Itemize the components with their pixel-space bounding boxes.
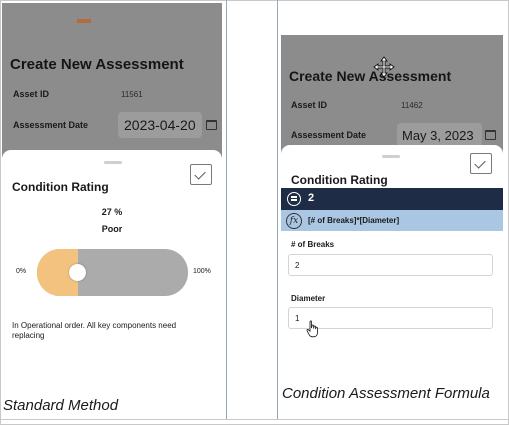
formula-expression: [# of Breaks]*[Diameter]	[308, 216, 400, 225]
checkmark-icon	[474, 157, 486, 169]
asset-id-value: 11462	[401, 101, 423, 110]
diameter-value: 1	[295, 313, 300, 323]
slider-min-label: 0%	[16, 268, 27, 275]
rating-description: In Operational order. All key components…	[12, 321, 177, 340]
standard-method-screen: Create New Assessment Asset ID 11561 Ass…	[2, 3, 222, 383]
hand-pointer-icon	[306, 320, 318, 338]
function-icon: fx	[286, 213, 302, 229]
move-cursor-icon	[373, 56, 395, 78]
assessment-date-field[interactable]: May 3, 2023	[397, 123, 482, 147]
bottom-rule	[0, 419, 509, 420]
sheet-title: Condition Rating	[291, 173, 388, 187]
diameter-label: Diameter	[291, 294, 326, 303]
asset-id-value: 11561	[121, 90, 143, 99]
asset-id-label: Asset ID	[291, 100, 328, 110]
condition-rating-sheet: Condition Rating 2 fx [# of Breaks]*[Dia…	[281, 145, 503, 371]
caption-formula-method: Condition Assessment Formula	[282, 385, 490, 402]
checkmark-icon	[194, 168, 206, 180]
rating-word: Poor	[101, 224, 123, 234]
formula-expression-bar: fx [# of Breaks]*[Diameter]	[281, 210, 503, 231]
calendar-icon[interactable]	[485, 130, 496, 140]
asset-id-label: Asset ID	[13, 89, 50, 99]
assessment-date-value: May 3, 2023	[402, 127, 474, 143]
formula-method-screen: Create New Assessment Asset ID 11462 Ass…	[281, 35, 503, 371]
divider-right	[277, 0, 278, 419]
rating-percent: 27 %	[101, 207, 123, 217]
status-marker	[77, 19, 91, 23]
divider-left	[226, 0, 227, 419]
breaks-label: # of Breaks	[291, 240, 335, 249]
sheet-grabber[interactable]	[104, 161, 122, 164]
slider-max-label: 100%	[193, 268, 211, 275]
diameter-input[interactable]: 1	[288, 307, 493, 329]
assessment-date-field[interactable]: 2023-04-20	[118, 112, 202, 138]
form-title: Create New Assessment	[10, 56, 184, 73]
breaks-value: 2	[295, 260, 300, 270]
formula-result-value: 2	[308, 192, 315, 204]
formula-result-bar: 2	[281, 188, 503, 210]
assessment-date-label: Assessment Date	[291, 130, 367, 140]
caption-standard-method: Standard Method	[3, 397, 119, 414]
confirm-button[interactable]	[470, 153, 492, 174]
menu-circle-icon[interactable]	[287, 192, 301, 206]
breaks-input[interactable]: 2	[288, 254, 493, 276]
slider-knob[interactable]	[69, 264, 87, 281]
condition-rating-sheet: Condition Rating 27 % Poor 0% 100% In Op…	[2, 150, 222, 383]
condition-slider[interactable]	[37, 249, 188, 296]
calendar-icon[interactable]	[206, 120, 217, 130]
form-title: Create New Assessment	[289, 68, 452, 84]
confirm-button[interactable]	[190, 164, 212, 185]
assessment-date-label: Assessment Date	[13, 120, 89, 130]
sheet-title: Condition Rating	[12, 180, 109, 194]
sheet-grabber[interactable]	[382, 155, 400, 158]
assessment-date-value: 2023-04-20	[124, 117, 196, 133]
